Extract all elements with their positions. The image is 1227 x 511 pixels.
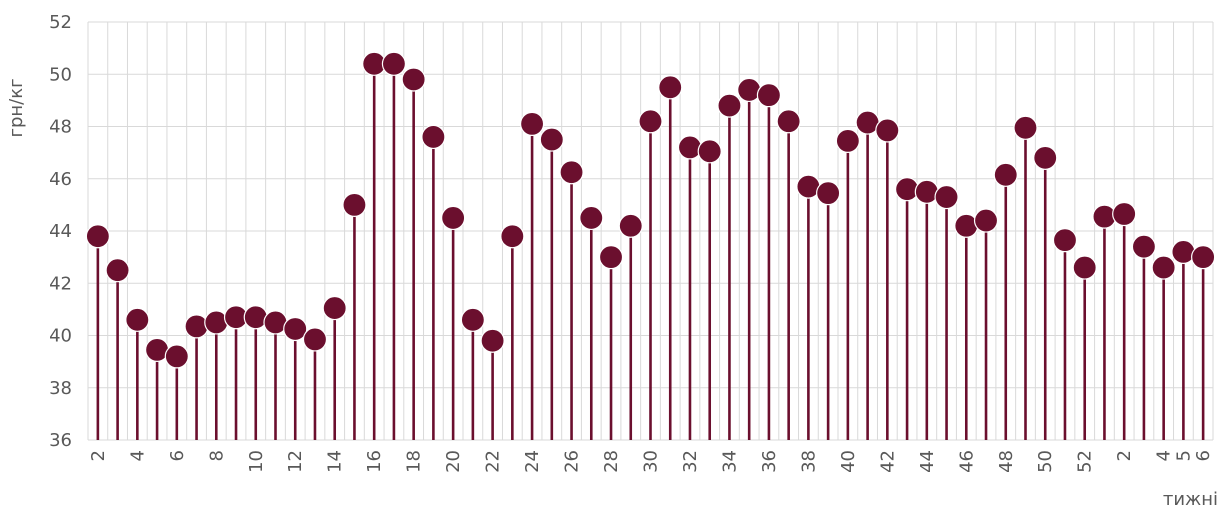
x-tick-label: 36 [759,450,780,473]
lollipop-dot [381,51,407,76]
x-tick-label: 34 [719,450,740,473]
y-tick-label: 44 [49,221,72,242]
x-tick-label: 4 [127,450,148,461]
lollipop-dot [1013,115,1038,140]
lollipop-dot [125,307,150,332]
x-tick-label: 50 [1035,450,1056,473]
lollipop-dot [441,205,466,231]
x-tick-label: 10 [246,450,267,473]
lollipop-dot [283,316,308,342]
lollipop-dot [164,344,189,369]
lollipop-dot [302,327,328,352]
lollipop-dot [519,111,545,136]
lollipop-dot [480,328,505,353]
x-tick-label: 6 [167,450,188,461]
x-tick-label: 48 [996,450,1017,473]
lollipop-dot [579,205,604,231]
lollipop-stems [96,63,1205,440]
x-tick-label: 30 [641,450,662,473]
lollipop-dot [993,162,1018,187]
y-tick-label: 50 [49,64,72,85]
x-tick-label: 12 [285,450,306,473]
x-tick-label: 18 [404,450,425,473]
x-tick-label: 14 [325,450,346,473]
lollipop-dot [835,128,860,153]
x-tick-label: 22 [483,450,504,473]
lollipop-dot [85,224,110,249]
y-axis-label: грн/кг [6,78,27,137]
x-tick-label: 46 [956,450,977,473]
y-tick-label: 42 [49,273,72,294]
x-tick-label: 38 [798,450,819,473]
lollipop-dot [559,160,584,185]
lollipop-dot [677,135,703,160]
x-tick-label: 28 [601,450,622,473]
x-tick-label: 40 [838,450,859,473]
lollipop-dot [1151,255,1176,280]
x-tick-label: 5 [1173,450,1194,461]
lollipop-dot [1112,201,1137,227]
y-tick-label: 52 [49,12,72,33]
lollipop-dot [342,192,367,217]
x-tick-label: 32 [680,450,701,473]
y-tick-label: 36 [49,430,72,451]
lollipop-dot [717,93,742,118]
x-tick-label: 16 [364,450,385,473]
x-tick-label: 26 [562,450,583,473]
x-tick-label: 6 [1193,450,1214,461]
lollipop-dot [756,83,782,108]
x-tick-label: 24 [522,450,543,473]
y-tick-label: 46 [49,169,72,190]
lollipop-dot [776,109,801,134]
lollipop-dots [85,51,1216,369]
x-tick-label: 20 [443,450,464,473]
lollipop-dot [460,307,485,332]
x-axis-tick-labels: 2 4 6 8 10 12 14 16 18 20 22 24 26 28 30 32 34 36 38 40 42 44… [88,450,1214,473]
x-tick-label: 8 [206,450,227,461]
y-tick-label: 38 [49,378,72,399]
lollipop-dot [500,224,525,249]
lollipop-dot [401,67,426,92]
lollipop-dot [816,181,841,206]
lollipop-dot [934,184,959,210]
y-tick-label: 48 [49,117,72,138]
lollipop-dot [539,127,564,152]
lollipop-dot [184,314,209,339]
x-axis-label: тижні [1163,489,1218,510]
x-tick-label: 44 [917,450,938,473]
lollipop-dot [1052,228,1078,253]
lollipop-dot [638,109,663,134]
vertical-gridlines [87,22,1214,440]
lollipop-dot [1131,234,1157,259]
lollipop-dot [1033,145,1058,170]
y-tick-label: 40 [49,326,72,347]
lollipop-dot [421,124,446,150]
x-tick-label: 42 [877,450,898,473]
lollipop-dot [1191,245,1216,270]
lollipop-dot [658,75,683,100]
x-tick-label: 2 [88,450,109,461]
lollipop-dot [618,213,643,238]
lollipop-dot [322,295,347,321]
x-tick-label: 2 [1114,450,1135,461]
x-tick-label: 52 [1075,450,1096,473]
y-axis-tick-labels: 36 38 40 42 44 46 48 50 52 [49,12,72,451]
lollipop-dot [697,139,722,164]
lollipop-dot [875,118,900,143]
lollipop-dot [105,258,130,283]
lollipop-dot [598,245,624,270]
lollipop-dot [973,208,999,233]
x-tick-label: 4 [1154,450,1175,461]
lollipop-dot [1072,255,1097,280]
